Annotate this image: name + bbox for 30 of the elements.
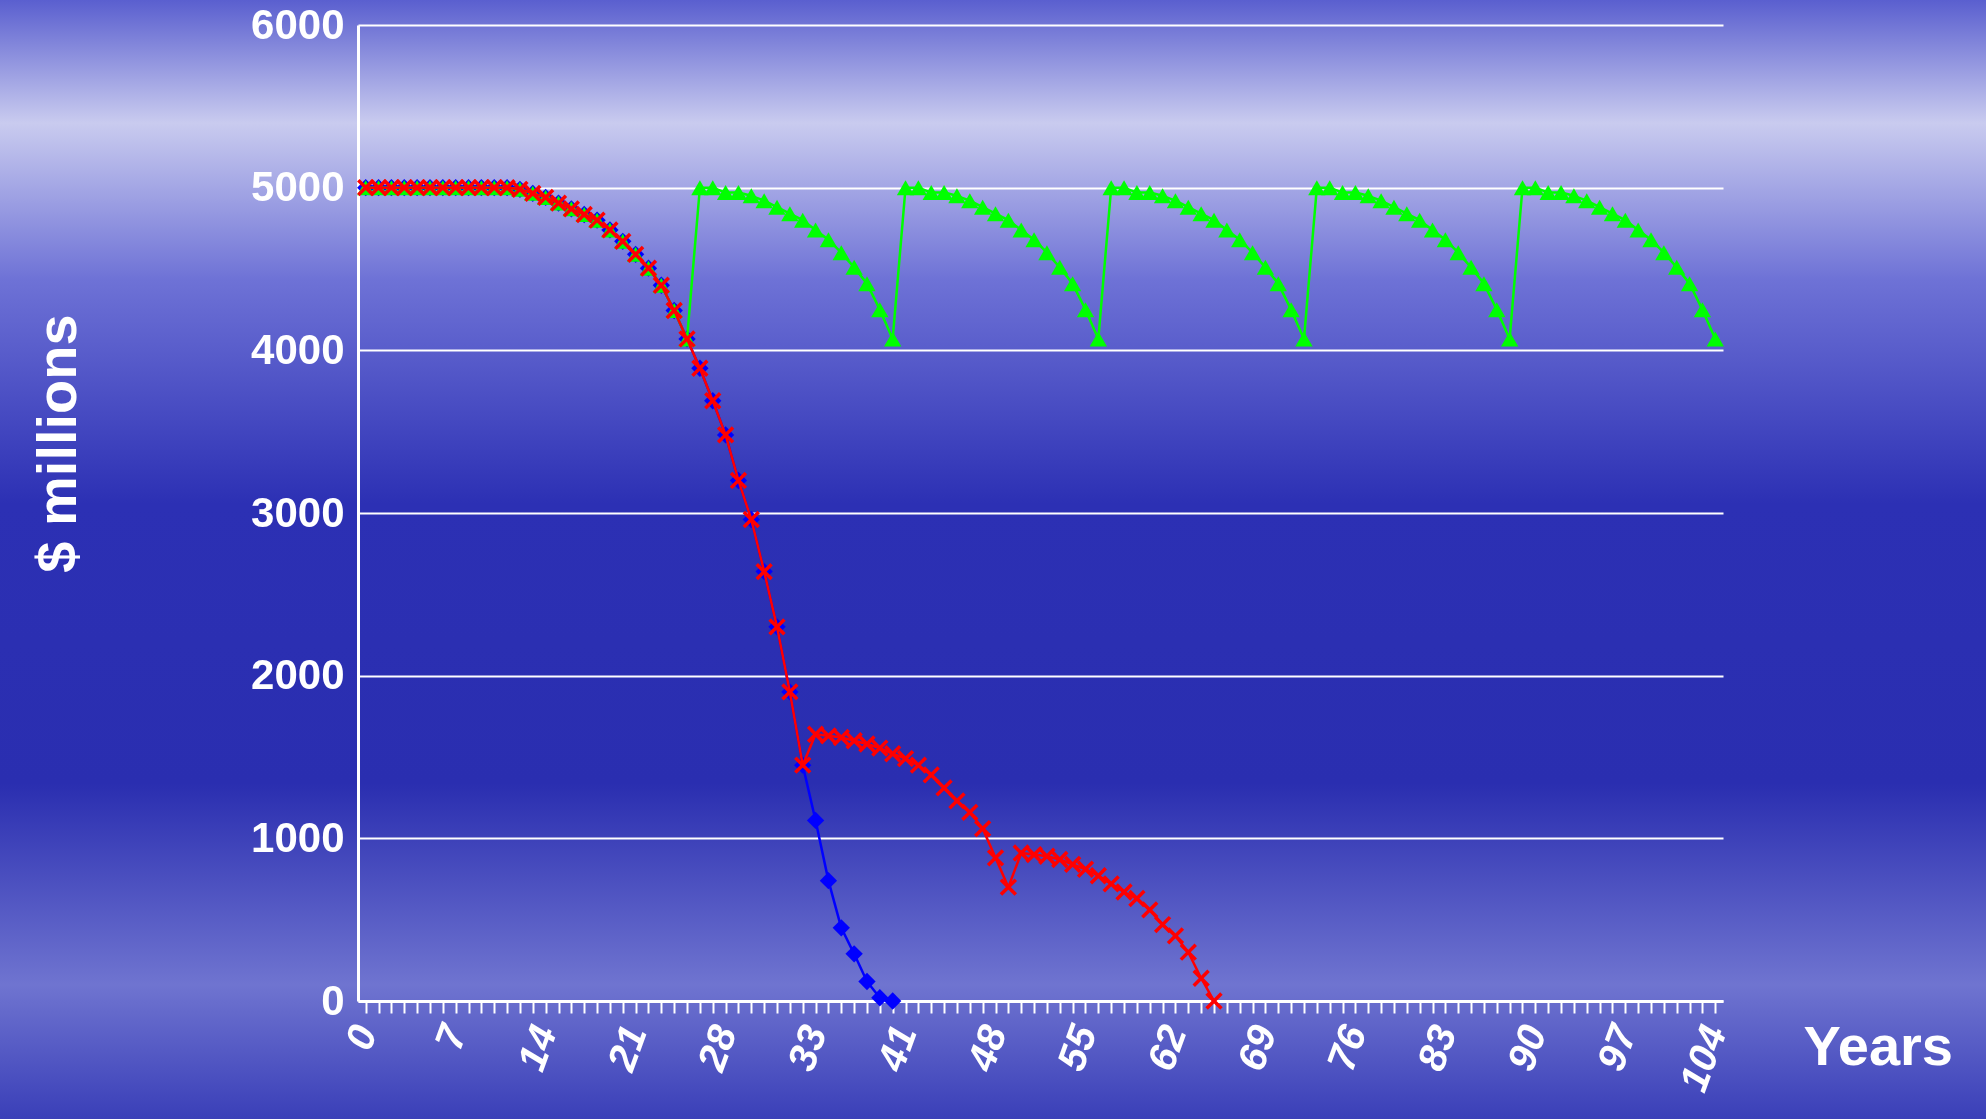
x-tick-label: 104: [1670, 1019, 1735, 1098]
x-tick-label: 48: [957, 1018, 1016, 1078]
x-tick-label: 55: [1048, 1018, 1106, 1077]
x-axis-title: Years: [1803, 1013, 1953, 1077]
y-tick-label: 1000: [251, 813, 345, 861]
point: [832, 919, 850, 937]
x-tick-label: 76: [1318, 1018, 1375, 1077]
y-tick-label: 3000: [251, 488, 345, 536]
x-tick-label: 97: [1588, 1017, 1646, 1077]
x-tick-label: 90: [1498, 1019, 1555, 1077]
x-tick-label: 7: [426, 1017, 476, 1056]
x-tick-label: 41: [867, 1019, 925, 1078]
point: [806, 811, 825, 830]
x-tick-label: 69: [1228, 1018, 1285, 1077]
point: [871, 989, 889, 1007]
x-tick-label: 14: [508, 1019, 565, 1077]
point: [858, 972, 876, 991]
y-axis-title: $ millions: [24, 314, 88, 573]
x-tick-label: 28: [687, 1018, 746, 1078]
x-tick-label: 21: [598, 1019, 655, 1078]
y-tick-label: 2000: [251, 651, 345, 699]
x-tick-label: 33: [778, 1019, 835, 1077]
y-tick-label: 4000: [251, 325, 345, 373]
x-tick-label: 83: [1408, 1019, 1465, 1077]
y-tick-label: 6000: [251, 0, 345, 48]
point: [884, 992, 902, 1010]
point: [845, 945, 863, 963]
point: [819, 871, 838, 890]
y-tick-label: 5000: [251, 163, 345, 211]
x-tick-label: 62: [1138, 1019, 1195, 1077]
